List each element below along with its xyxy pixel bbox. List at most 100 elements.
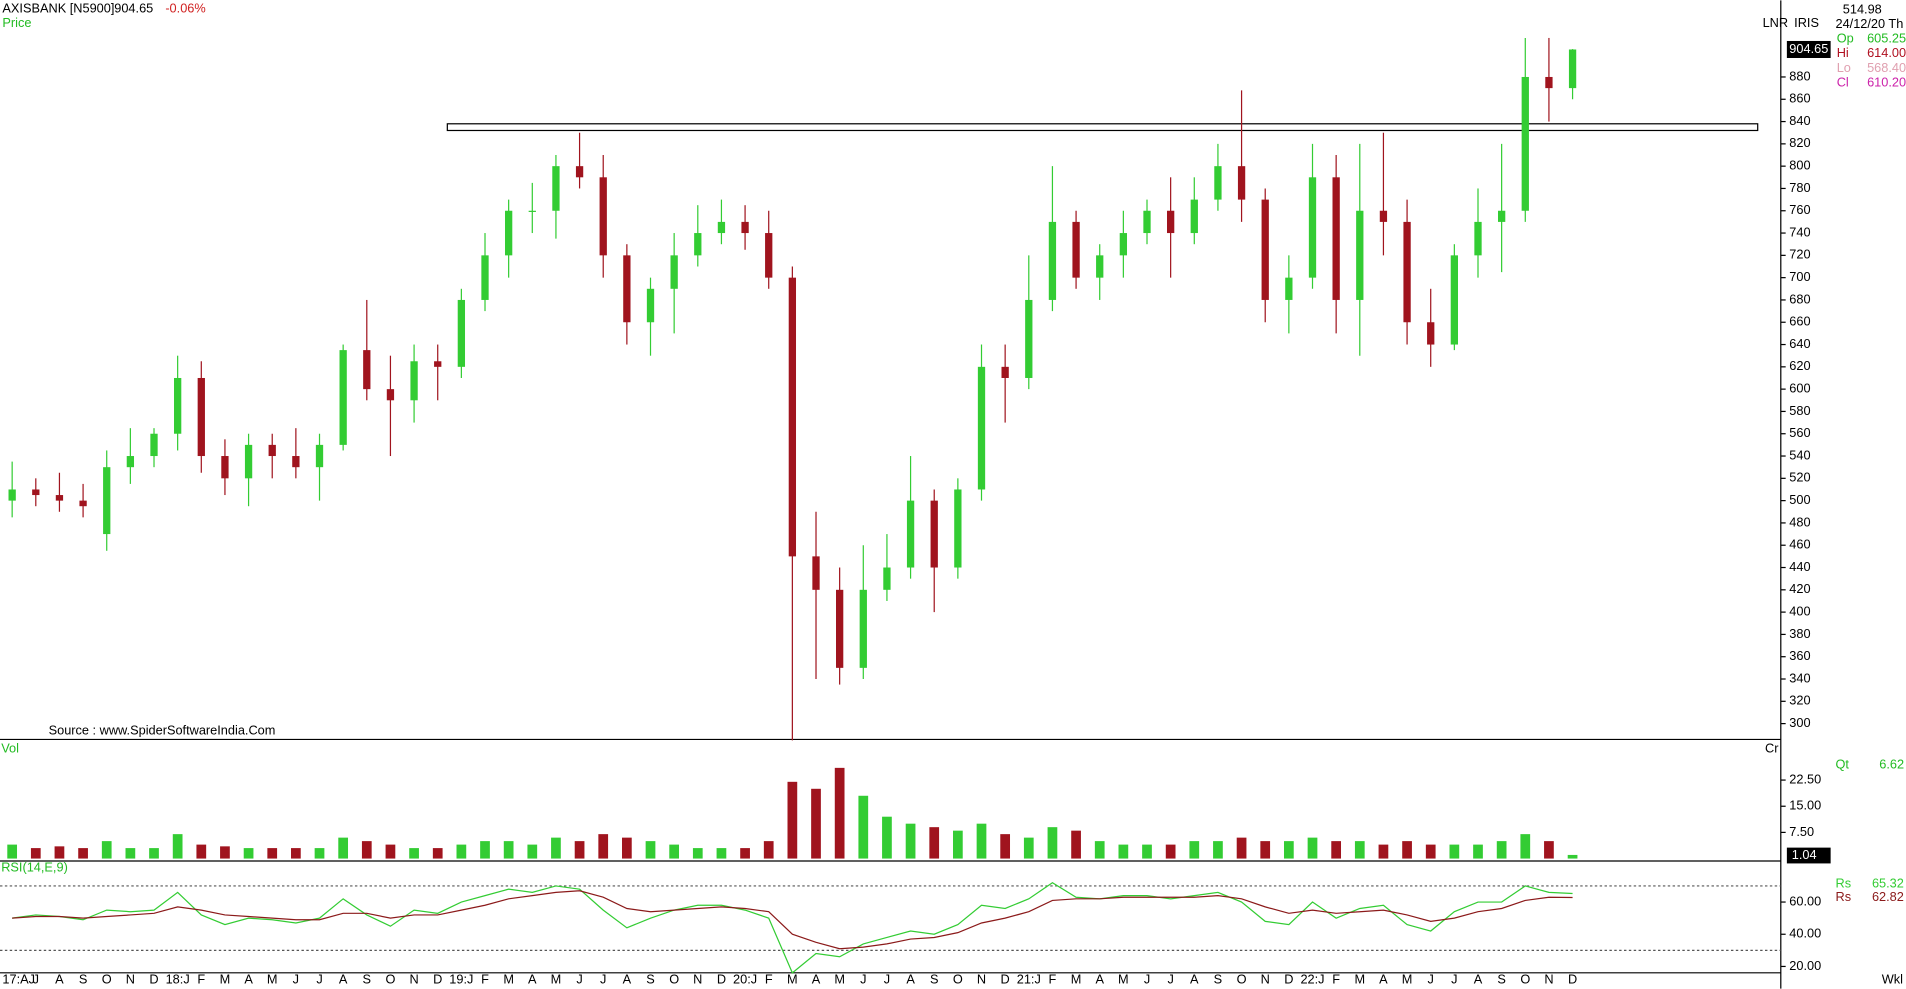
volume-bar bbox=[905, 823, 916, 859]
x-tick-label: O bbox=[1237, 971, 1247, 986]
volume-bar bbox=[1496, 841, 1507, 859]
x-tick-label: O bbox=[102, 971, 112, 986]
x-tick-label: O bbox=[1520, 971, 1530, 986]
volume-bar bbox=[882, 816, 892, 859]
indicator: IRIS bbox=[1794, 15, 1819, 30]
candle-body bbox=[221, 456, 229, 479]
volume-bar bbox=[1354, 841, 1365, 859]
info-value: 614.00 bbox=[1867, 45, 1906, 60]
y-tick-label: 720 bbox=[1789, 247, 1810, 262]
volume-bar bbox=[1567, 854, 1578, 859]
price-label: Price bbox=[2, 15, 31, 30]
y-tick-label: 340 bbox=[1789, 670, 1810, 685]
x-tick-label: 21:J bbox=[1017, 971, 1041, 986]
y-tick-label: 520 bbox=[1789, 470, 1810, 485]
y-tick-label: 700 bbox=[1789, 269, 1810, 284]
x-tick-label: A bbox=[55, 971, 64, 986]
x-tick-label: N bbox=[1544, 971, 1553, 986]
volume-bar bbox=[1142, 844, 1152, 859]
price-tag bbox=[1786, 40, 1831, 58]
volume-tag-label: 1.04 bbox=[1792, 847, 1817, 862]
volume-bar bbox=[409, 848, 419, 859]
y-tick-label: 400 bbox=[1789, 603, 1810, 618]
candle-body bbox=[174, 377, 182, 434]
y-tick-label: 420 bbox=[1789, 581, 1810, 596]
volume-title: Vol bbox=[1, 741, 19, 756]
x-tick-label: N bbox=[409, 971, 418, 986]
x-tick-label: J bbox=[1451, 971, 1457, 986]
candle-body bbox=[1025, 299, 1033, 378]
x-tick-label: F bbox=[765, 971, 773, 986]
volume-bar bbox=[1189, 841, 1200, 859]
candle-body bbox=[150, 433, 158, 457]
candle-body bbox=[1237, 166, 1246, 200]
candle-body bbox=[32, 489, 40, 496]
candle-body bbox=[1450, 255, 1459, 345]
candle-body bbox=[1568, 49, 1577, 89]
legend-name: Rs bbox=[1835, 889, 1851, 904]
y-tick-label: 620 bbox=[1789, 358, 1810, 373]
y-tick-label: 360 bbox=[1789, 648, 1810, 663]
candle-body bbox=[859, 589, 867, 668]
change: -0.06% bbox=[165, 0, 205, 15]
last-price: 904.65 bbox=[114, 0, 153, 15]
x-tick-label: A bbox=[1190, 971, 1199, 986]
candle-body bbox=[1379, 210, 1388, 222]
volume-bar bbox=[1520, 834, 1531, 859]
candle-body bbox=[1427, 322, 1435, 345]
y-tick-label: 380 bbox=[1789, 626, 1810, 641]
volume-bar bbox=[551, 837, 561, 859]
candle-body bbox=[292, 456, 300, 468]
x-tick-label: A bbox=[1474, 971, 1483, 986]
volume-bar bbox=[1425, 844, 1436, 859]
volume-bar bbox=[1473, 844, 1483, 859]
volume-bar bbox=[54, 846, 65, 859]
x-tick-label: A bbox=[528, 971, 537, 986]
volume-bar bbox=[716, 848, 727, 859]
x-tick-label: 19:J bbox=[449, 971, 473, 986]
x-tick-label: D bbox=[717, 971, 726, 986]
volume-tag bbox=[1786, 847, 1831, 864]
info-value: 514.98 bbox=[1843, 1, 1882, 16]
info-value: 610.20 bbox=[1867, 74, 1906, 89]
candle-body bbox=[1545, 76, 1553, 89]
volume-bar bbox=[811, 788, 821, 859]
volume-bar bbox=[598, 834, 609, 859]
candle-body bbox=[930, 500, 938, 568]
y-tick-label: 460 bbox=[1789, 537, 1810, 552]
candle-body bbox=[1403, 221, 1411, 323]
x-tick-label: N bbox=[693, 971, 702, 986]
candle-body bbox=[1356, 210, 1364, 300]
candle-body bbox=[1285, 277, 1293, 300]
volume-bar bbox=[1260, 841, 1271, 859]
info-name: Op bbox=[1837, 31, 1854, 46]
symbol: AXISBANK [N5900] bbox=[2, 0, 114, 15]
volume-unit: Cr bbox=[1765, 741, 1779, 756]
x-tick-label: J bbox=[1167, 971, 1173, 986]
volume-bar bbox=[503, 841, 514, 859]
x-tick-label: J bbox=[860, 971, 866, 986]
candle-body bbox=[1308, 177, 1317, 278]
volume-bar bbox=[1307, 837, 1318, 859]
volume-bar bbox=[243, 848, 254, 859]
candle-body bbox=[623, 255, 631, 323]
y-tick-label: 480 bbox=[1789, 514, 1810, 529]
candle-body bbox=[1166, 210, 1175, 234]
y-tick-label: 800 bbox=[1789, 158, 1810, 173]
x-tick-label: J bbox=[1428, 971, 1434, 986]
volume-bar bbox=[669, 844, 680, 859]
candle-body bbox=[1261, 199, 1269, 300]
y-tick-label: 880 bbox=[1789, 68, 1810, 83]
x-tick-label: A bbox=[244, 971, 253, 986]
rsi-line bbox=[12, 890, 1573, 950]
legend-value: 62.82 bbox=[1872, 889, 1904, 904]
x-tick-label: N bbox=[1261, 971, 1270, 986]
x-tick-label: 20:J bbox=[733, 971, 757, 986]
legend-value: 65.32 bbox=[1872, 875, 1904, 890]
candle-body bbox=[244, 444, 253, 479]
volume-bar bbox=[1283, 841, 1294, 859]
candle-body bbox=[646, 288, 655, 323]
x-tick-label: N bbox=[126, 971, 135, 986]
candle-body bbox=[315, 444, 324, 468]
